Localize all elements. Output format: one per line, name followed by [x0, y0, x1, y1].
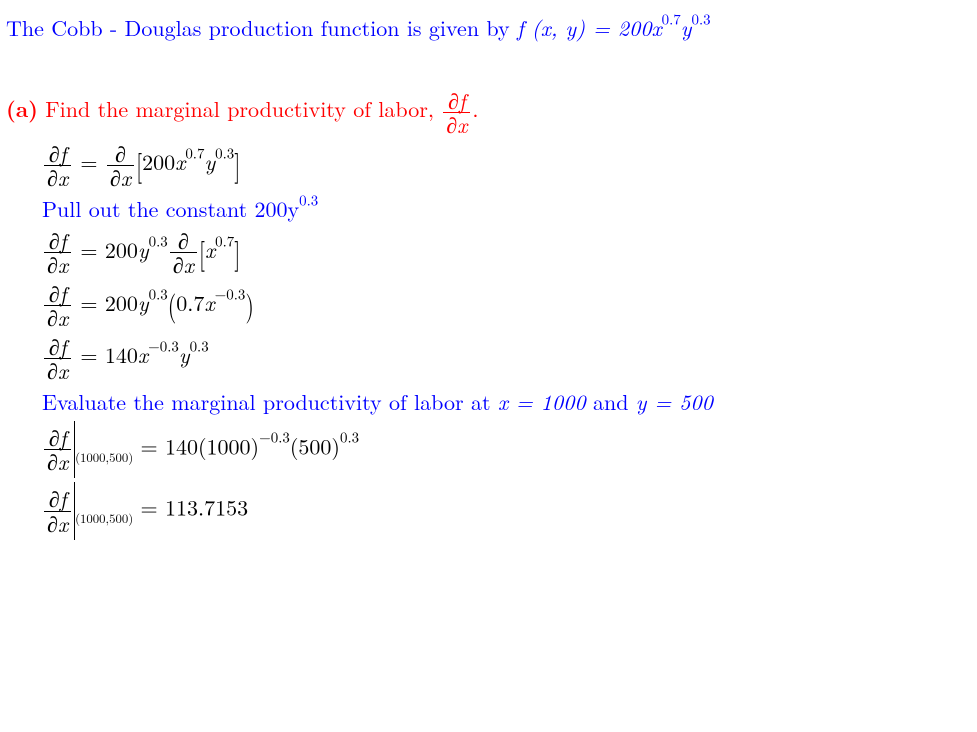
intro-line: The Cobb - Douglas production function i…: [6, 12, 971, 43]
step1: ∂f∂x = ∂∂x [200x0.7y0.3]: [6, 140, 971, 189]
note-evaluate: Evaluate the marginal productivity of la…: [6, 386, 971, 417]
intro-text: The Cobb - Douglas production function i…: [6, 12, 517, 43]
eval1-lhs: ∂f∂x(1000,500): [42, 421, 133, 478]
step1-d-dx: ∂∂x: [107, 142, 134, 189]
df-den: ∂x: [443, 112, 470, 136]
step1-lhs: ∂f∂x: [44, 142, 71, 189]
intro-y: y: [681, 12, 692, 43]
part-a-line: (a) Find the marginal productivity of la…: [6, 87, 971, 136]
part-a-prompt-before: Find the marginal productivity of labor,: [45, 93, 441, 124]
step3: ∂f∂x = 200y0.3 (0.7x−0.3): [6, 281, 971, 330]
eval2: ∂f∂x(1000,500) = 113.7153: [6, 482, 971, 539]
part-a-label: (a): [6, 93, 38, 124]
df-dx-frac: ∂f∂x: [443, 89, 470, 136]
step2: ∂f∂x = 200y0.3∂∂x [x0.7]: [6, 228, 971, 277]
note-pull-constant: Pull out the constant 200y0.3: [6, 193, 971, 224]
intro-fn: f (x, y) = 200x: [517, 12, 662, 43]
eval2-lhs: ∂f∂x(1000,500): [42, 482, 133, 539]
eval1: ∂f∂x(1000,500) = 140(1000)−0.3(500)0.3: [6, 421, 971, 478]
intro-x-exp: 0.7: [662, 8, 681, 29]
part-a-after: .: [472, 93, 478, 124]
intro-y-exp: 0.3: [691, 8, 710, 29]
step4: ∂f∂x = 140x−0.3y0.3: [6, 333, 971, 382]
